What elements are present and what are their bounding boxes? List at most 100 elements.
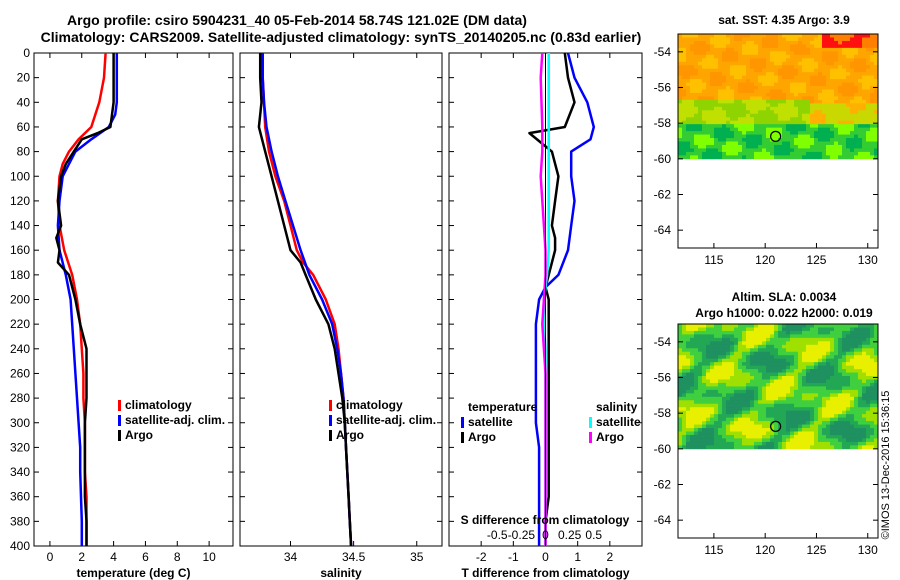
sst_map-cell [718, 106, 723, 111]
sla_map-cell [694, 438, 699, 443]
sla_map-cell [718, 330, 723, 335]
sst_map-cell [742, 92, 747, 97]
sst_map-cell [698, 47, 703, 52]
sla_map-cell [874, 327, 879, 332]
sst_map-cell [818, 47, 823, 52]
sst_map-cell [834, 79, 839, 83]
sla_map-cell [730, 393, 735, 398]
sst_map-cell [698, 37, 703, 42]
sst_map-cell [754, 47, 759, 52]
sla_map-cell [714, 438, 719, 443]
sst_map-cell [702, 65, 707, 70]
sst_map-cell [738, 89, 743, 94]
sst_map-cell [798, 120, 803, 125]
depth-tick-label: 340 [10, 465, 30, 479]
sla_map-cell [814, 400, 819, 405]
sst_map-cell [814, 75, 819, 80]
sla_map-cell [818, 407, 823, 412]
sst_map-cell [814, 124, 819, 129]
sst_map-cell [698, 51, 703, 56]
sst_map-cell [818, 54, 823, 59]
sst_map-cell [802, 99, 807, 104]
sst_map-cell [770, 61, 775, 66]
sla_map-cell [770, 337, 775, 342]
sst_map-cell [786, 144, 791, 149]
sla_map-cell [726, 355, 731, 360]
sla_map-cell [714, 337, 719, 342]
sla_map-cell [690, 327, 695, 332]
sst_map-cell [778, 96, 783, 101]
sst_map-cell [810, 82, 815, 87]
sst_map-cell [870, 37, 875, 42]
sst_map-cell [738, 65, 743, 70]
sst_map-cell [682, 138, 687, 142]
sst_map-xtick-label: 130 [858, 253, 878, 267]
sla_map-cell [834, 372, 839, 377]
sla_map-cell [686, 393, 691, 398]
sla_map-cell [814, 382, 819, 387]
sla_map-cell [774, 428, 779, 432]
sla_map-cell [678, 324, 683, 328]
sst_map-cell [706, 65, 711, 70]
sla_map-cell [706, 324, 711, 328]
sst_map-cell [738, 155, 743, 160]
sst_map-cell [782, 110, 787, 115]
sst_map-cell [806, 99, 811, 104]
sst_map-cell [718, 40, 723, 45]
sla_map-cell [854, 379, 859, 384]
sst_map-cell [730, 96, 735, 101]
sst_map-cell [862, 34, 867, 38]
sst_map-cell [826, 124, 831, 129]
sla_map-cell [850, 414, 855, 419]
sst_map-cell [822, 106, 827, 111]
sla_map-cell [814, 327, 819, 332]
sst_map-cell [774, 120, 779, 125]
sst_map-cell [862, 61, 867, 66]
sst_map-cell [702, 54, 707, 59]
sst_map-cell [790, 127, 795, 132]
sst_map-cell [730, 131, 735, 135]
sst_map-cell [770, 144, 775, 149]
sst_map-cell [782, 92, 787, 97]
sla_map-cell [826, 431, 831, 436]
sst_map-cell [846, 75, 851, 80]
sla_map-cell [706, 441, 711, 446]
sst_map-cell [766, 40, 771, 45]
sla_map-cell [806, 365, 811, 370]
sst_map-cell [846, 127, 851, 132]
sla_map-cell [722, 369, 727, 373]
sst_map-cell [686, 155, 691, 160]
sla_map-cell [718, 421, 723, 425]
sst_map-cell [738, 110, 743, 115]
sla_map-cell [862, 355, 867, 360]
sst_map-cell [746, 72, 751, 77]
sla_map-cell [694, 431, 699, 436]
sst_map-cell [746, 148, 751, 153]
sst_map-cell [806, 106, 811, 111]
sst_map-cell [794, 113, 799, 118]
sla_map-cell [746, 414, 751, 419]
sla_map-cell [762, 334, 767, 339]
sst_map-cell [694, 120, 699, 125]
sst_map-cell [690, 120, 695, 125]
sla_map-cell [778, 421, 783, 425]
sla_map-cell [702, 379, 707, 384]
sla_map-cell [818, 421, 823, 425]
sla_map-cell [762, 341, 767, 346]
sla_map-cell [826, 386, 831, 391]
sst_map-cell [866, 96, 871, 101]
sla_map-cell [866, 348, 871, 353]
sst_map-cell [758, 61, 763, 66]
sst_map-cell [738, 72, 743, 77]
sla_map-cell [686, 372, 691, 377]
sla_map-cell [866, 337, 871, 342]
sst_map-ytick-label: -54 [654, 45, 672, 59]
sst_map-cell [842, 68, 847, 73]
sst_map-cell [722, 134, 727, 139]
sla_map-cell [678, 334, 683, 339]
sst_map-cell [726, 120, 731, 125]
temperature-panel: 0204060801001201401601802002202402602803… [10, 46, 234, 580]
sst_map-cell [826, 120, 831, 125]
sla_map-cell [754, 410, 759, 415]
sst_map-cell [818, 92, 823, 97]
